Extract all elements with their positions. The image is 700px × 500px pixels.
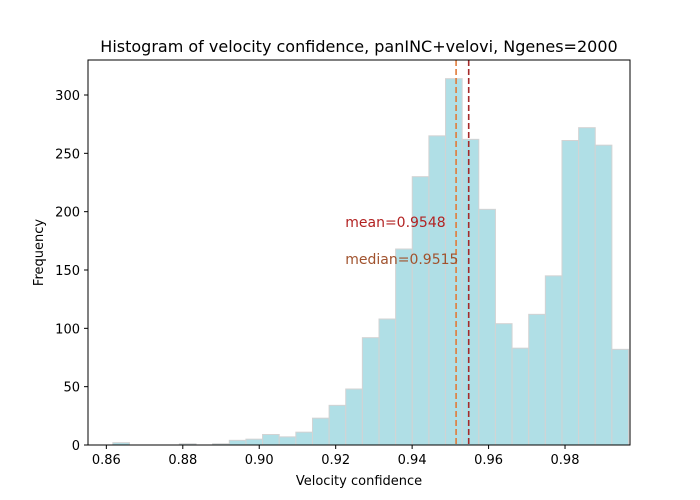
- y-tick-label: 0: [72, 439, 80, 454]
- x-axis-label: Velocity confidence: [296, 474, 422, 489]
- y-axis-label: Frequency: [32, 219, 47, 286]
- histogram-bar: [228, 439, 247, 446]
- bars-group: [112, 78, 630, 446]
- x-tick-label: 0.88: [168, 453, 197, 468]
- plot-frame: [87, 59, 631, 446]
- x-tick-label: 0.86: [92, 453, 121, 468]
- histogram-bar: [295, 431, 313, 446]
- histogram-bar: [544, 275, 563, 446]
- y-tick-label: 100: [55, 322, 80, 337]
- histogram-bar: [428, 135, 447, 446]
- histogram-bar: [395, 248, 413, 446]
- histogram-bar: [328, 404, 347, 446]
- chart-title: Histogram of velocity confidence, panINC…: [100, 37, 617, 56]
- histogram-bar: [245, 438, 264, 446]
- x-tick-label: 0.94: [398, 453, 427, 468]
- histogram-bar: [311, 417, 330, 446]
- y-tick-label: 250: [55, 147, 80, 162]
- histogram-bar: [528, 313, 546, 446]
- histogram-bar: [494, 323, 513, 446]
- histogram-bar: [461, 138, 480, 446]
- x-tick-label: 0.92: [321, 453, 350, 468]
- annotations: mean=0.9548 median=0.9515: [345, 215, 458, 268]
- x-tick-label: 0.90: [245, 453, 274, 468]
- reference-lines: [455, 60, 470, 445]
- y-tick-label: 50: [63, 381, 80, 396]
- annotation-mean: mean=0.9548: [345, 215, 445, 231]
- histogram-bar: [611, 348, 630, 446]
- x-tick-label: 0.96: [474, 453, 503, 468]
- annotation-median: median=0.9515: [345, 252, 458, 268]
- histogram-bar: [511, 347, 530, 446]
- histogram-bar: [561, 140, 580, 446]
- histogram-bar: [578, 127, 596, 446]
- histogram-bar: [262, 434, 280, 446]
- histogram-bar: [361, 337, 380, 446]
- y-tick-label: 300: [55, 89, 80, 104]
- histogram-bar: [594, 144, 613, 446]
- histogram-bar: [378, 318, 397, 446]
- histogram-bar: [345, 388, 363, 446]
- histogram-bar: [478, 208, 496, 446]
- x-tick-label: 0.98: [551, 453, 580, 468]
- y-tick-label: 150: [55, 264, 80, 279]
- y-axis-ticks: 0 50 100 150 200 250 300: [55, 89, 88, 454]
- x-axis-ticks: 0.86 0.88 0.90 0.92 0.94 0.96 0.98: [92, 445, 580, 468]
- y-tick-label: 200: [55, 206, 80, 221]
- histogram-bar: [278, 436, 297, 446]
